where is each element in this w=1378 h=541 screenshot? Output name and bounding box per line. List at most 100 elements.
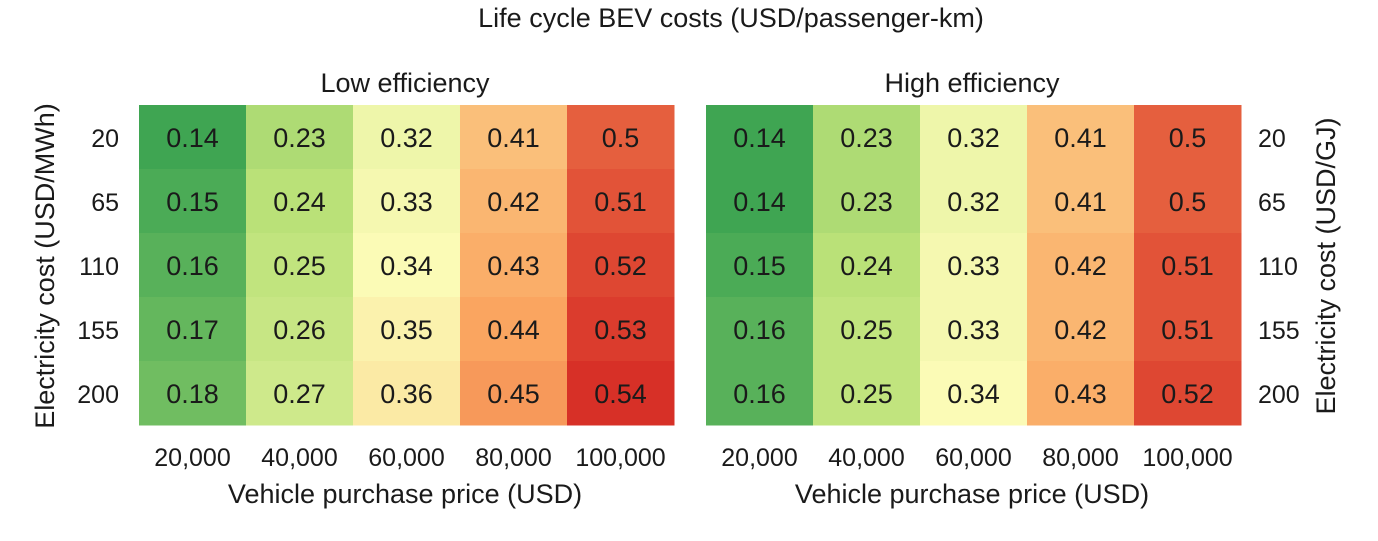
left-y-tick-label: 65 <box>91 189 119 217</box>
left-y-tick-label: 155 <box>77 317 119 345</box>
right-panel-title: High efficiency <box>884 68 1060 98</box>
left-cell-value-label: 0.33 <box>380 187 433 217</box>
right-x-tick-label: 100,000 <box>1142 444 1232 472</box>
right-y-tick-label: 155 <box>1258 317 1300 345</box>
right-x-axis-label: Vehicle purchase price (USD) <box>795 479 1149 509</box>
left-cell-value-label: 0.15 <box>166 187 219 217</box>
right-cell-value-label: 0.15 <box>733 251 786 281</box>
left-cell-value-label: 0.45 <box>487 379 540 409</box>
left-heatmap-cell <box>567 233 675 298</box>
right-heatmap-cell <box>1134 105 1242 170</box>
figure-title: Life cycle BEV costs (USD/passenger-km) <box>478 3 984 33</box>
right-cell-value-label: 0.41 <box>1054 187 1107 217</box>
left-cell-value-label: 0.18 <box>166 379 219 409</box>
right-x-tick-label: 60,000 <box>935 444 1011 472</box>
right-heatmap-cell <box>706 297 814 362</box>
right-heatmap-cell <box>1027 169 1135 234</box>
left-x-tick-label: 80,000 <box>475 444 551 472</box>
left-x-tick-label: 40,000 <box>261 444 337 472</box>
left-heatmap-cell <box>567 169 675 234</box>
right-heatmap-cell <box>706 169 814 234</box>
right-y-tick-label: 110 <box>1258 253 1298 281</box>
right-heatmap-cell <box>920 105 1028 170</box>
left-heatmap-cell <box>246 297 354 362</box>
left-heatmap-cell <box>353 297 461 362</box>
left-cell-value-label: 0.35 <box>380 315 433 345</box>
left-heatmap-cell <box>246 169 354 234</box>
left-x-tick-label: 60,000 <box>368 444 444 472</box>
right-cell-value-label: 0.25 <box>840 315 893 345</box>
right-heatmap-cell <box>1134 233 1242 298</box>
right-cell-value-label: 0.23 <box>840 187 893 217</box>
right-cell-value-label: 0.5 <box>1169 123 1207 153</box>
right-heatmap: 0.14 0.23 0.32 0.41 0.5 0.14 0.23 0.32 0.41 0.5 0.… <box>706 105 1300 472</box>
left-cell-value-label: 0.36 <box>380 379 433 409</box>
right-heatmap-cell <box>813 361 921 426</box>
right-y-tick-label: 65 <box>1258 189 1286 217</box>
right-cell-value-label: 0.33 <box>947 251 1000 281</box>
left-heatmap-cell <box>139 233 247 298</box>
right-cell-value-label: 0.14 <box>733 123 786 153</box>
left-heatmap-cell <box>139 169 247 234</box>
left-heatmap-cell <box>246 233 354 298</box>
right-cell-value-label: 0.16 <box>733 315 786 345</box>
left-heatmap-cell <box>460 233 568 298</box>
left-y-axis-label: Electricity cost (USD/MWh) <box>30 103 60 429</box>
right-cell-value-label: 0.41 <box>1054 123 1107 153</box>
right-cell-value-label: 0.42 <box>1054 315 1107 345</box>
left-heatmap-cell <box>139 105 247 170</box>
right-x-tick-label: 40,000 <box>828 444 904 472</box>
right-heatmap-cell <box>706 105 814 170</box>
left-y-tick-label: 110 <box>79 253 119 281</box>
right-cell-value-label: 0.42 <box>1054 251 1107 281</box>
right-heatmap-cell <box>1027 361 1135 426</box>
left-heatmap-cell <box>567 105 675 170</box>
left-cell-value-label: 0.5 <box>602 123 640 153</box>
left-cell-value-label: 0.27 <box>273 379 326 409</box>
right-cell-value-label: 0.51 <box>1161 315 1214 345</box>
left-heatmap-cell <box>567 297 675 362</box>
left-cell-value-label: 0.17 <box>166 315 219 345</box>
right-cell-value-label: 0.52 <box>1161 379 1214 409</box>
right-heatmap-cell <box>1027 105 1135 170</box>
left-heatmap-cell <box>353 169 461 234</box>
right-heatmap-cell <box>1027 233 1135 298</box>
right-cell-value-label: 0.51 <box>1161 251 1214 281</box>
right-cell-value-label: 0.43 <box>1054 379 1107 409</box>
right-heatmap-cell <box>920 361 1028 426</box>
left-cell-value-label: 0.23 <box>273 123 326 153</box>
right-heatmap-cell <box>813 105 921 170</box>
left-cell-value-label: 0.26 <box>273 315 326 345</box>
right-cell-value-label: 0.24 <box>840 251 893 281</box>
left-x-axis-label: Vehicle purchase price (USD) <box>228 479 582 509</box>
right-cell-value-label: 0.16 <box>733 379 786 409</box>
left-cell-value-label: 0.54 <box>594 379 647 409</box>
left-heatmap-cell <box>353 361 461 426</box>
left-heatmap-cell <box>567 361 675 426</box>
right-heatmap-cell <box>920 233 1028 298</box>
right-heatmap-cell <box>813 233 921 298</box>
left-cell-value-label: 0.34 <box>380 251 433 281</box>
left-cell-value-label: 0.25 <box>273 251 326 281</box>
left-heatmap-cell <box>353 105 461 170</box>
right-heatmap-cell <box>920 297 1028 362</box>
left-heatmap-cell <box>460 297 568 362</box>
left-heatmap-cell <box>460 169 568 234</box>
right-heatmap-cell <box>813 169 921 234</box>
left-cell-value-label: 0.42 <box>487 187 540 217</box>
left-heatmap-cell <box>460 361 568 426</box>
left-cell-value-label: 0.44 <box>487 315 540 345</box>
right-cell-value-label: 0.32 <box>947 187 1000 217</box>
left-cell-value-label: 0.52 <box>594 251 647 281</box>
right-heatmap-cell <box>706 361 814 426</box>
left-heatmap-cell <box>246 361 354 426</box>
right-y-tick-label: 20 <box>1258 125 1286 153</box>
right-heatmap-cell <box>813 297 921 362</box>
right-heatmap-cell <box>1027 297 1135 362</box>
right-heatmap-cell <box>920 169 1028 234</box>
right-y-axis-label: Electricity cost (USD/GJ) <box>1311 117 1341 414</box>
right-cell-value-label: 0.34 <box>947 379 1000 409</box>
left-y-tick-label: 200 <box>77 381 119 409</box>
